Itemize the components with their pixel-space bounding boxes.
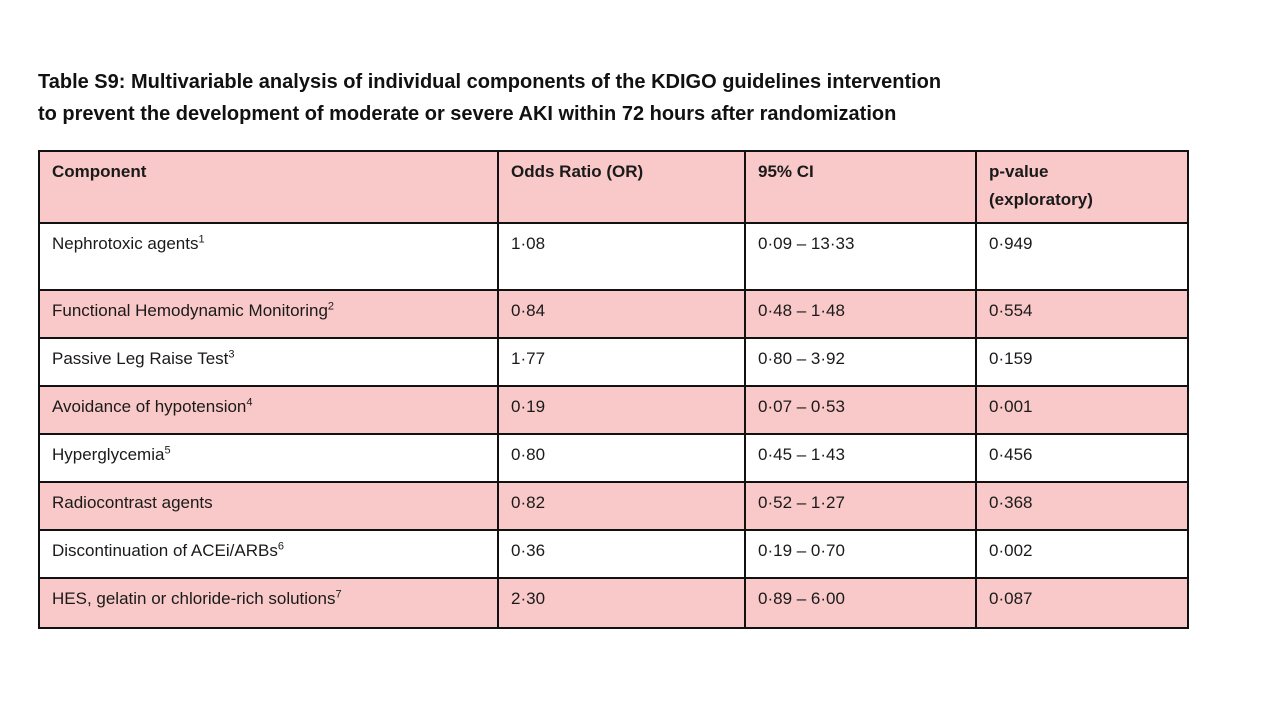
- cell-component: Nephrotoxic agents1: [38, 222, 499, 291]
- col-header-odds-ratio: Odds Ratio (OR): [497, 150, 746, 224]
- cell-odds-ratio: 0·19: [497, 385, 746, 435]
- table-title-line1: Table S9: Multivariable analysis of indi…: [38, 71, 942, 93]
- cell-p-value: 0·554: [975, 289, 1189, 339]
- cell-ci: 0·80 – 3·92: [744, 337, 977, 387]
- p-value-header-line1: p-value: [989, 162, 1049, 181]
- cell-p-value: 0·001: [975, 385, 1189, 435]
- cell-odds-ratio: 0·36: [497, 529, 746, 579]
- table-row: Hyperglycemia5 0·80 0·45 – 1·43 0·456: [38, 433, 1189, 483]
- table-body: Nephrotoxic agents1 1·08 0·09 – 13·33 0·…: [38, 222, 1189, 629]
- footnote-marker: 6: [277, 540, 284, 553]
- cell-ci: 0·09 – 13·33: [744, 222, 977, 291]
- cell-component: HES, gelatin or chloride-rich solutions7: [38, 577, 499, 629]
- cell-p-value: 0·949: [975, 222, 1189, 291]
- component-label: Hyperglycemia: [52, 445, 165, 464]
- cell-odds-ratio: 1·08: [497, 222, 746, 291]
- table-row: Nephrotoxic agents1 1·08 0·09 – 13·33 0·…: [38, 222, 1189, 291]
- cell-ci: 0·89 – 6·00: [744, 577, 977, 629]
- component-label: Discontinuation of ACEi/ARBs: [52, 541, 278, 560]
- p-value-header-line2: (exploratory): [989, 190, 1093, 209]
- cell-ci: 0·07 – 0·53: [744, 385, 977, 435]
- component-label: Radiocontrast agents: [52, 493, 213, 512]
- header-row: Component Odds Ratio (OR) 95% CI p-value…: [38, 150, 1189, 224]
- cell-odds-ratio: 0·84: [497, 289, 746, 339]
- component-label: Avoidance of hypotension: [52, 397, 247, 416]
- cell-odds-ratio: 0·82: [497, 481, 746, 531]
- cell-odds-ratio: 2·30: [497, 577, 746, 629]
- footnote-marker: 5: [164, 444, 171, 457]
- cell-ci: 0·45 – 1·43: [744, 433, 977, 483]
- table-row: Functional Hemodynamic Monitoring2 0·84 …: [38, 289, 1189, 339]
- cell-ci: 0·19 – 0·70: [744, 529, 977, 579]
- cell-ci: 0·52 – 1·27: [744, 481, 977, 531]
- cell-component: Radiocontrast agents: [38, 481, 499, 531]
- cell-component: Passive Leg Raise Test3: [38, 337, 499, 387]
- footnote-marker: 1: [198, 233, 205, 246]
- footnote-marker: 2: [327, 300, 335, 313]
- cell-component: Discontinuation of ACEi/ARBs6: [38, 529, 499, 579]
- cell-odds-ratio: 0·80: [497, 433, 746, 483]
- footnote-marker: 3: [228, 348, 235, 361]
- cell-p-value: 0·087: [975, 577, 1189, 629]
- table-row: Radiocontrast agents 0·82 0·52 – 1·27 0·…: [38, 481, 1189, 531]
- col-header-ci: 95% CI: [744, 150, 977, 224]
- table-title-line2: to prevent the development of moderate o…: [38, 103, 897, 125]
- table-row: HES, gelatin or chloride-rich solutions7…: [38, 577, 1189, 629]
- table-row: Avoidance of hypotension4 0·19 0·07 – 0·…: [38, 385, 1189, 435]
- component-label: Nephrotoxic agents: [52, 234, 199, 253]
- cell-p-value: 0·002: [975, 529, 1189, 579]
- cell-p-value: 0·159: [975, 337, 1189, 387]
- cell-component: Avoidance of hypotension4: [38, 385, 499, 435]
- footnote-marker: 4: [246, 396, 253, 409]
- cell-ci: 0·48 – 1·48: [744, 289, 977, 339]
- cell-p-value: 0·456: [975, 433, 1189, 483]
- cell-component: Functional Hemodynamic Monitoring2: [38, 289, 499, 339]
- component-label: Passive Leg Raise Test: [52, 349, 229, 368]
- cell-component: Hyperglycemia5: [38, 433, 499, 483]
- col-header-component: Component: [38, 150, 499, 224]
- table-header: Component Odds Ratio (OR) 95% CI p-value…: [38, 150, 1189, 224]
- results-table: Component Odds Ratio (OR) 95% CI p-value…: [38, 150, 1189, 629]
- cell-odds-ratio: 1·77: [497, 337, 746, 387]
- cell-p-value: 0·368: [975, 481, 1189, 531]
- col-header-p-value: p-value (exploratory): [975, 150, 1189, 224]
- table-row: Passive Leg Raise Test3 1·77 0·80 – 3·92…: [38, 337, 1189, 387]
- footnote-marker: 7: [335, 588, 342, 601]
- table-title: Table S9: Multivariable analysis of indi…: [38, 66, 1198, 130]
- component-label: HES, gelatin or chloride-rich solutions: [52, 589, 336, 608]
- component-label: Functional Hemodynamic Monitoring: [52, 301, 328, 320]
- table-row: Discontinuation of ACEi/ARBs6 0·36 0·19 …: [38, 529, 1189, 579]
